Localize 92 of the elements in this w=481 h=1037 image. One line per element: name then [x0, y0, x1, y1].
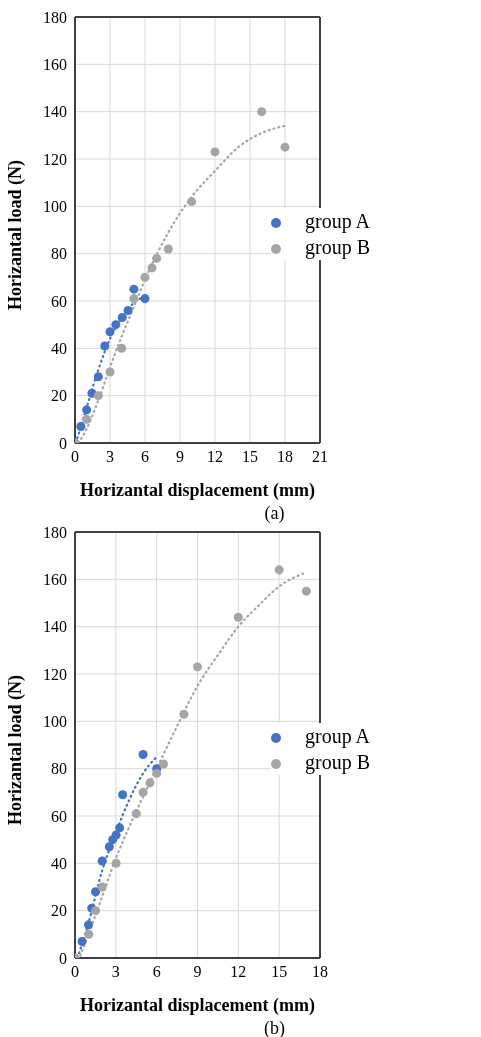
point [179, 709, 189, 719]
y-tick-label: 60 [51, 807, 67, 825]
point [115, 823, 125, 833]
y-tick-label: 40 [51, 855, 67, 873]
x-tick-label: 9 [193, 963, 202, 981]
legend-label: group B [305, 751, 370, 773]
x-tick-label: 12 [230, 963, 247, 981]
x-tick-label: 21 [312, 448, 328, 466]
x-tick-label: 18 [277, 448, 293, 466]
y-axis-title: Horizantal load (N) [5, 160, 27, 310]
point [82, 405, 92, 415]
point [257, 107, 267, 117]
y-tick-label: 0 [59, 949, 67, 967]
y-tick-label: 20 [51, 902, 67, 920]
point [117, 313, 127, 323]
y-tick-label: 20 [51, 387, 67, 405]
point [210, 147, 220, 157]
point [105, 367, 115, 377]
y-tick-label: 100 [43, 713, 67, 731]
legend-label: group A [305, 210, 370, 232]
point [129, 284, 139, 294]
point [129, 294, 139, 304]
y-tick-label: 80 [51, 245, 67, 263]
point [187, 197, 197, 207]
point [152, 768, 162, 778]
point [91, 906, 101, 916]
point [97, 882, 107, 892]
point [82, 414, 92, 424]
y-axis-title: Horizantal load (N) [5, 675, 27, 825]
y-tick-label: 180 [43, 523, 67, 541]
point [163, 244, 173, 254]
y-tick-label: 80 [51, 760, 67, 778]
point [145, 778, 155, 788]
point [111, 858, 121, 868]
point [274, 565, 284, 575]
text: (b) [263, 1018, 286, 1037]
x-tick-label: 0 [71, 448, 79, 466]
point [123, 305, 133, 315]
x-tick-label: 12 [207, 448, 223, 466]
y-tick-label: 40 [51, 340, 67, 358]
x-tick-label: 3 [111, 963, 120, 981]
point [104, 842, 114, 852]
point [100, 341, 110, 351]
point [138, 787, 148, 797]
point [97, 856, 107, 866]
point [301, 586, 311, 596]
point [76, 421, 86, 431]
x-axis-title: Horizantal displacement (mm) [80, 480, 315, 501]
y-tick-label: 160 [43, 571, 67, 589]
point [140, 294, 150, 304]
point [93, 372, 103, 382]
x-tick-label: 9 [176, 448, 184, 466]
y-tick-label: 120 [43, 150, 67, 168]
y-tick-label: 100 [43, 198, 67, 216]
point [131, 809, 141, 819]
x-tick-label: 15 [242, 448, 258, 466]
x-axis-title: Horizantal displacement (mm) [80, 995, 315, 1016]
x-tick-label: 3 [106, 448, 114, 466]
x-tick-label: 18 [312, 963, 328, 981]
point [158, 759, 168, 769]
point [91, 887, 101, 897]
point [105, 327, 115, 337]
point [83, 920, 93, 930]
point [280, 142, 290, 152]
point [111, 320, 121, 330]
point [140, 272, 150, 282]
point [192, 662, 203, 672]
point [111, 830, 121, 840]
x-tick-label: 15 [271, 963, 288, 981]
y-tick-label: 120 [43, 665, 67, 683]
text: (a) [263, 503, 286, 523]
point [77, 936, 87, 946]
y-tick-label: 140 [43, 618, 67, 636]
x-tick-label: 6 [141, 448, 149, 466]
legend-label: group A [305, 725, 370, 747]
legend-label: group B [305, 236, 370, 258]
point [93, 391, 103, 401]
point [138, 749, 148, 759]
point [117, 343, 127, 353]
y-tick-label: 0 [59, 434, 67, 452]
y-tick-label: 160 [43, 56, 67, 74]
line-series [77, 124, 287, 443]
point [233, 612, 243, 622]
x-tick-label: 0 [71, 963, 79, 981]
y-tick-label: 60 [51, 292, 67, 310]
point [152, 253, 162, 263]
x-tick-label: 6 [152, 963, 161, 981]
y-tick-label: 180 [43, 8, 67, 26]
point [118, 790, 128, 800]
point [147, 263, 157, 273]
point [84, 929, 94, 939]
y-tick-label: 140 [43, 103, 67, 121]
